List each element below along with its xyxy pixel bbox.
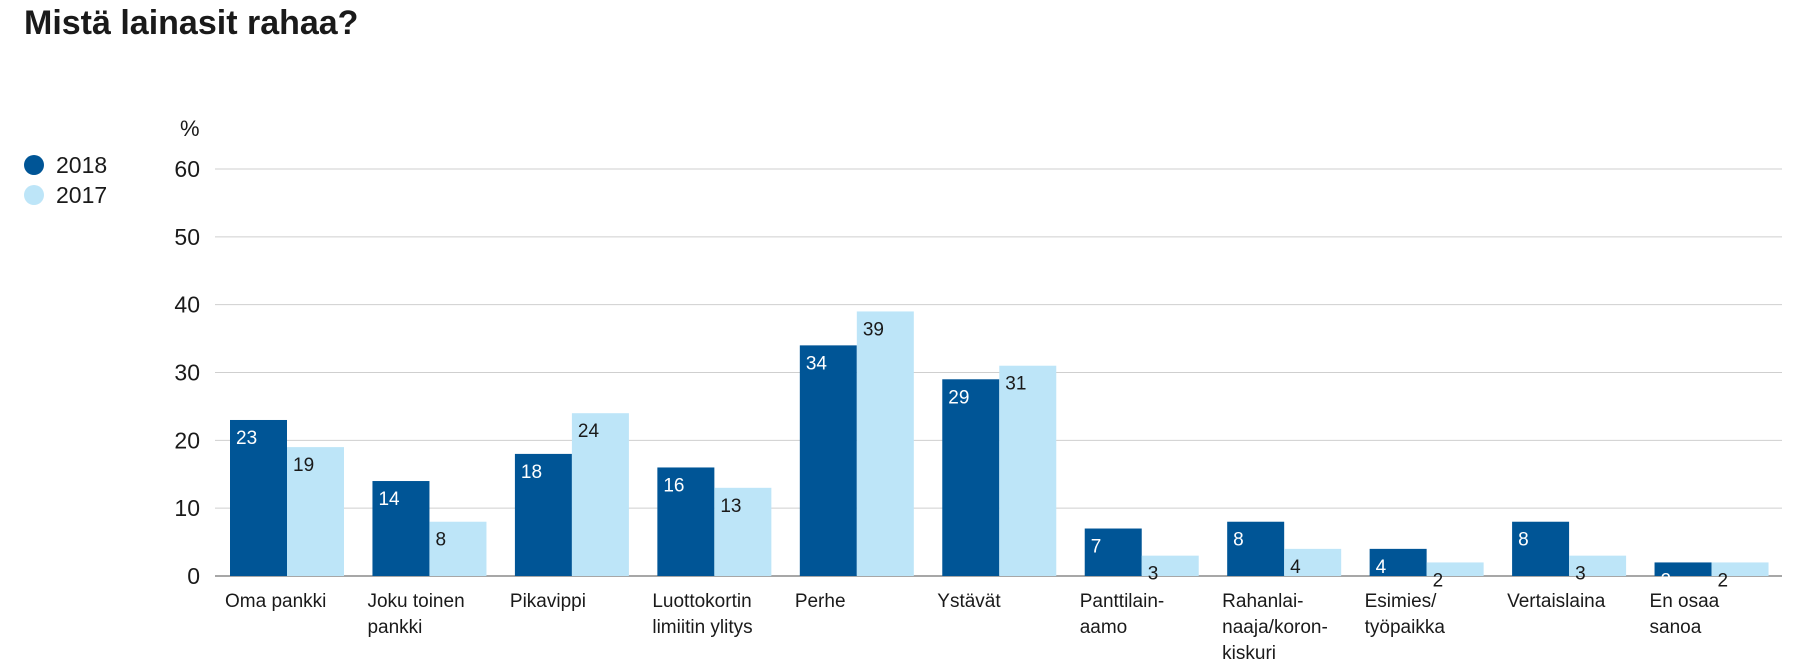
bar-2017 — [571, 413, 629, 576]
data-label-2017: 4 — [1290, 557, 1301, 578]
data-label-2018: 7 — [1091, 537, 1102, 558]
x-category-label: Perhe — [795, 591, 846, 612]
bar-2017 — [856, 311, 914, 576]
data-label-2017: 39 — [863, 319, 884, 340]
x-category-label: Oma pankki — [225, 591, 326, 612]
data-label-2018: 2 — [1661, 570, 1672, 591]
y-tick-label: 50 — [174, 224, 200, 250]
bar-2018 — [230, 419, 287, 576]
legend-swatch-2017 — [24, 185, 44, 205]
data-label-2017: 2 — [1433, 570, 1444, 591]
bar-2018 — [799, 345, 857, 576]
data-label-2017: 3 — [1148, 564, 1159, 585]
data-label-2018: 34 — [806, 353, 828, 374]
y-tick-label: 30 — [174, 360, 200, 386]
bar-2018 — [1084, 528, 1142, 576]
y-axis-unit: % — [180, 116, 200, 141]
legend: 2018 2017 — [24, 150, 107, 210]
x-axis: Oma pankki Joku toinen pankki Pikavippi Luot… — [225, 591, 1720, 664]
bars: 23 19 14 8 18 24 16 13 34 39 29 31 7 3 8 4 4 2 8 3 2 2 — [230, 311, 1769, 591]
bar-2018 — [657, 467, 715, 576]
x-category-label: Ystävät — [937, 591, 1001, 612]
data-label-2018: 8 — [1233, 530, 1244, 551]
data-label-2017: 2 — [1718, 570, 1729, 591]
legend-swatch-2018 — [24, 155, 44, 175]
bar-2018 — [1654, 562, 1712, 576]
data-label-2017: 13 — [720, 496, 741, 517]
data-label-2018: 14 — [378, 489, 400, 510]
bar-2017 — [1141, 555, 1199, 576]
y-tick-label: 10 — [174, 495, 200, 521]
y-tick-label: 20 — [174, 427, 200, 453]
data-label-2018: 18 — [521, 462, 542, 483]
data-label-2017: 8 — [435, 530, 446, 551]
bar-2018 — [1512, 521, 1570, 576]
data-label-2018: 8 — [1518, 530, 1529, 551]
bar-2018 — [372, 481, 430, 576]
bar-2018 — [1369, 548, 1427, 576]
x-category-label: Joku toinen pankki — [367, 591, 464, 638]
bar-2017 — [287, 447, 344, 576]
bar-2017 — [429, 521, 487, 576]
x-category-label: Pikavippi — [510, 591, 586, 612]
legend-item-2018: 2018 — [24, 150, 107, 180]
y-tick-label: 0 — [187, 563, 200, 589]
legend-label-2017: 2017 — [56, 181, 108, 208]
bar-2018 — [1227, 521, 1285, 576]
data-label-2018: 4 — [1376, 557, 1387, 578]
x-category-label: Rahanlai-naaja/koron-kiskuri — [1222, 591, 1328, 664]
x-category-label: Luottokortin limiitin ylitys — [652, 591, 752, 638]
data-label-2017: 19 — [293, 455, 314, 476]
y-tick-label: 60 — [174, 156, 200, 182]
bar-2017 — [1426, 562, 1484, 576]
chart-title: Mistä lainasit rahaa? — [24, 4, 359, 42]
bar-2017 — [1284, 548, 1342, 576]
data-label-2018: 23 — [236, 428, 257, 449]
bar-2017 — [714, 487, 772, 576]
bar-2018 — [942, 379, 1000, 576]
data-label-2017: 31 — [1005, 374, 1026, 395]
x-category-label: En osaa sanoa — [1650, 591, 1720, 638]
data-label-2018: 16 — [663, 475, 684, 496]
x-category-label: Panttilain-aamo — [1080, 591, 1165, 638]
x-category-label: Vertaislaina — [1507, 591, 1606, 612]
x-category-label: Esimies/työpaikka — [1365, 591, 1446, 638]
bar-2017 — [1711, 562, 1769, 576]
data-label-2017: 24 — [578, 421, 600, 442]
legend-item-2017: 2017 — [24, 180, 107, 210]
y-tick-label: 40 — [174, 292, 200, 318]
y-axis: 0 10 20 30 40 50 60% — [174, 116, 200, 589]
legend-label-2018: 2018 — [56, 151, 108, 178]
bar-2017 — [1569, 555, 1627, 576]
data-label-2017: 3 — [1575, 564, 1586, 585]
bar-2017 — [999, 365, 1057, 576]
data-label-2018: 29 — [948, 387, 969, 408]
bar-2018 — [514, 453, 572, 576]
